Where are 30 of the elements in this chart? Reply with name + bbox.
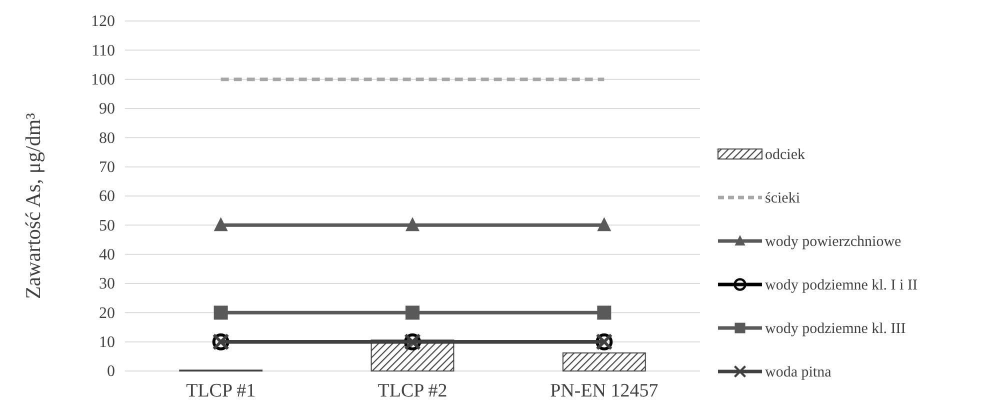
legend-label: woda pitna [765,364,832,380]
y-tick-label: 60 [99,188,115,206]
y-tick-label: 30 [99,276,115,293]
legend-label: wody podziemne kl. I i II [765,278,918,294]
point [406,217,420,232]
y-tick-label: 70 [99,158,115,176]
legend-label: ścieki [765,190,800,206]
point [214,306,228,320]
legend-label: odciek [765,147,806,163]
y-tick-label: 90 [99,100,115,118]
y-tick-label: 120 [91,13,115,30]
legend-label: wody podziemne kl. III [765,321,906,337]
bar [562,352,646,372]
x-tick-label: TLCP #1 [186,380,256,402]
point [597,217,612,232]
y-tick-label: 110 [92,42,115,60]
x-tick-label: PN-EN 12457 [550,380,658,402]
y-tick-label: 100 [91,71,115,88]
point [597,306,612,320]
x-tick-label: TLCP #2 [378,380,448,402]
y-tick-label: 0 [107,363,115,380]
y-tick-label: 20 [99,304,115,322]
y-axis-title: Zawartość As, μg/dm³ [21,112,45,300]
point [406,306,420,320]
y-tick-label: 80 [99,130,115,147]
y-tick-label: 40 [99,246,115,264]
y-tick-label: 10 [99,334,115,351]
legend-label: wody powierzchniowe [765,234,902,250]
point [214,217,228,232]
y-tick-label: 50 [99,217,115,234]
